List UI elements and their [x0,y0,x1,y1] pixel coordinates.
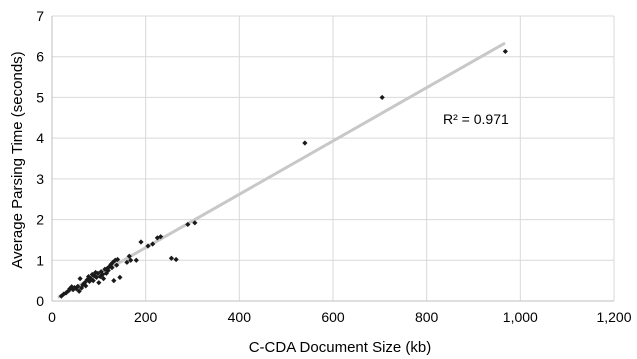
data-point [100,276,107,282]
x-tick-label: 1,000 [503,309,538,325]
y-tick-label: 1 [36,252,44,268]
data-point [70,287,76,293]
data-point [114,256,121,263]
trendline-group [57,42,506,299]
data-point [111,278,117,284]
data-point [502,48,508,55]
data-point [96,280,102,286]
data-point [145,243,151,249]
data-points [58,48,508,299]
data-point [88,276,94,282]
data-point [90,278,96,284]
x-tick-label: 400 [228,309,252,325]
data-point [128,257,134,263]
data-point [103,270,109,276]
data-point [61,291,67,297]
r-squared-annotation: R² = 0.971 [443,111,509,127]
data-point [58,293,64,299]
data-point [84,277,90,283]
data-point [168,255,175,261]
data-point [302,140,308,146]
data-point [133,257,139,263]
x-tick-label: 0 [48,309,56,325]
y-tick-label: 2 [36,212,44,228]
y-tick-label: 3 [36,171,44,187]
data-point [63,290,69,296]
data-point [158,234,164,240]
trendline [57,42,506,299]
data-point [110,259,116,265]
x-tick-label: 600 [321,309,345,325]
data-point [76,288,82,294]
data-point [77,276,83,282]
y-tick-label: 0 [36,293,44,309]
data-point [185,221,191,228]
y-tick-label: 4 [36,130,44,146]
data-point [97,273,103,280]
x-tick-label: 200 [134,309,158,325]
data-point [138,239,144,245]
x-tick-label: 800 [415,309,439,325]
data-point [108,261,114,267]
y-tick-label: 6 [36,49,44,65]
axes [51,16,614,302]
data-point [83,283,89,289]
data-point [117,274,123,280]
data-point [95,270,101,276]
y-tick-label: 7 [36,8,44,24]
data-point [379,94,385,101]
data-point [85,273,92,280]
data-point [150,241,156,247]
data-point [86,278,93,285]
data-point [105,267,111,274]
data-point [124,259,130,265]
y-axis-title: Average Parsing Time (seconds) [9,51,26,268]
data-point [65,288,71,294]
data-point [93,274,100,280]
data-point [107,263,113,269]
data-point [192,220,198,226]
data-point [173,256,179,263]
x-axis-title: C-CDA Document Size (kb) [249,339,432,356]
data-point [109,265,115,271]
data-point [126,253,132,259]
gridlines [52,15,615,301]
x-tick-label: 1,200 [596,309,631,325]
tick-labels: 0 1 2 3 4 5 6 7 0 200 400 600 800 1,000 1,200 [36,8,632,325]
y-tick-label: 5 [36,89,44,105]
data-point [98,269,104,275]
data-point [75,283,81,289]
data-point [114,262,120,268]
